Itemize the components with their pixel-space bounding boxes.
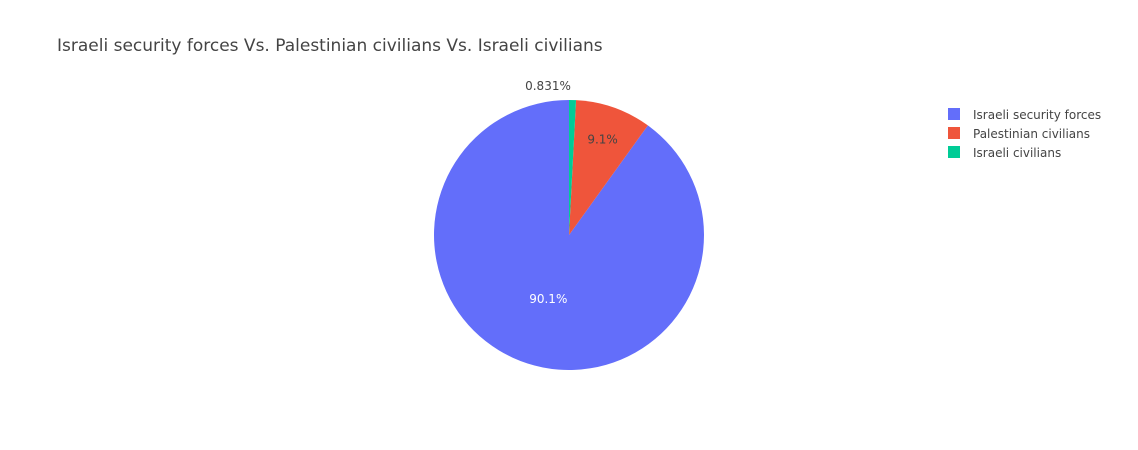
pie-plot-area: 90.1% 9.1% 0.831% <box>433 79 704 371</box>
legend-swatch-palestinian-civilians <box>948 127 960 139</box>
legend-item-palestinian-civilians[interactable]: Palestinian civilians <box>948 127 1090 141</box>
legend-item-israeli-security-forces[interactable]: Israeli security forces <box>948 108 1101 122</box>
legend-label-israeli-civilians: Israeli civilians <box>973 146 1061 160</box>
chart-title: Israeli security forces Vs. Palestinian … <box>57 36 603 56</box>
slice-percent-label-israeli-civilians: 0.831% <box>525 79 571 93</box>
legend-label-israeli-security-forces: Israeli security forces <box>973 108 1101 122</box>
pie-slice-palestinian-civilians[interactable] <box>569 100 648 235</box>
legend-swatch-israeli-security-forces <box>948 108 960 120</box>
slice-percent-label-israeli-security-forces: 90.1% <box>529 292 567 306</box>
legend-item-israeli-civilians[interactable]: Israeli civilians <box>948 146 1061 160</box>
legend-label-palestinian-civilians: Palestinian civilians <box>973 127 1090 141</box>
pie-slice-israeli-civilians[interactable] <box>569 100 577 235</box>
legend: Israeli security forces Palestinian civil… <box>948 108 1101 160</box>
pie-slice-israeli-security-forces[interactable] <box>433 100 704 371</box>
slice-percent-label-palestinian-civilians: 9.1% <box>587 132 618 146</box>
legend-swatch-israeli-civilians <box>948 146 960 158</box>
